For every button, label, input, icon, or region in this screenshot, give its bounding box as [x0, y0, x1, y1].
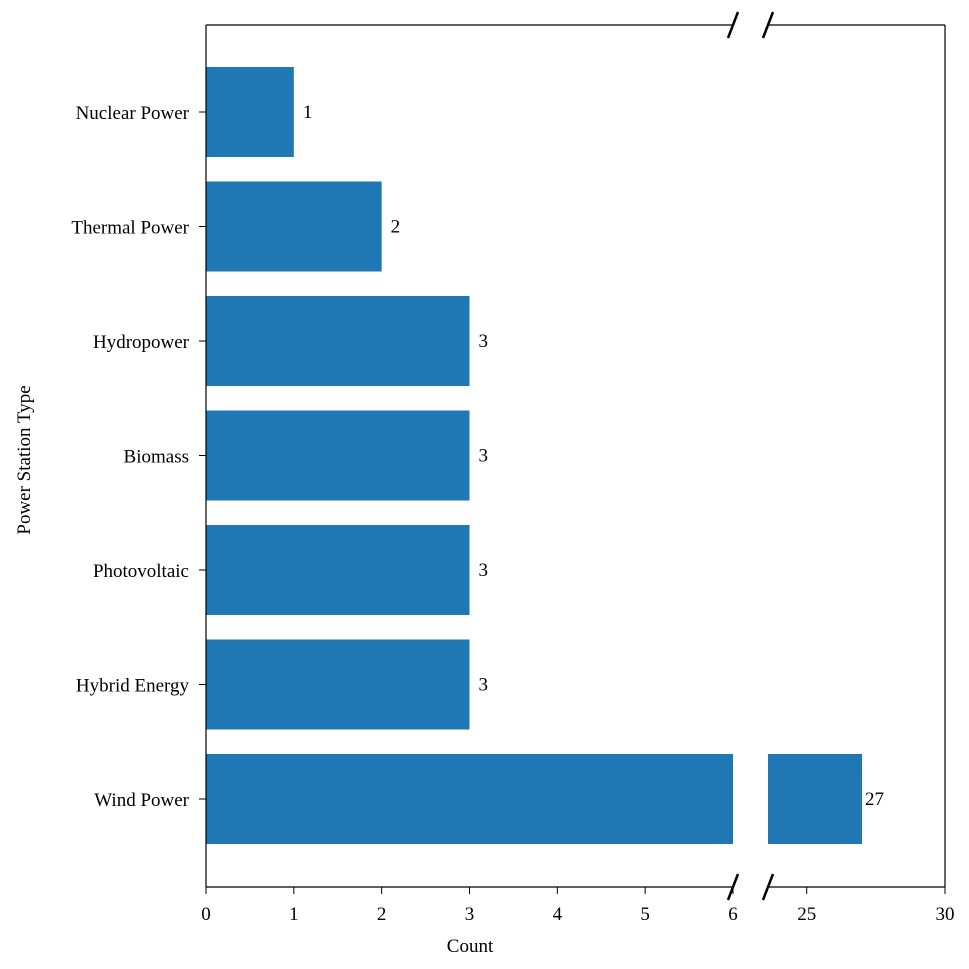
data-label: 3 [479, 331, 489, 352]
x-tick-label: 25 [797, 904, 816, 925]
bar-segment-right [768, 754, 863, 844]
x-tick-label: 30 [936, 904, 955, 925]
data-label: 3 [479, 560, 489, 581]
x-tick-label: 4 [553, 904, 563, 925]
axis-break-mark [726, 873, 740, 901]
category-label: Hydropower [93, 332, 190, 353]
category-label: Wind Power [94, 790, 189, 811]
axis-break-mark [761, 873, 775, 901]
bar-segment-left [206, 754, 733, 844]
bar [206, 525, 470, 615]
x-axis-title: Count [447, 936, 494, 957]
bar [206, 639, 470, 730]
category-label: Biomass [124, 447, 189, 468]
data-label: 27 [865, 789, 884, 810]
bar [206, 67, 294, 157]
axis-break-mark [726, 11, 740, 39]
x-tick-label: 6 [728, 904, 738, 925]
category-label: Hybrid Energy [76, 676, 190, 697]
axis-break-mark [761, 11, 775, 39]
bar [206, 410, 470, 501]
x-tick-label: 5 [640, 904, 650, 925]
x-tick-label: 0 [201, 904, 211, 925]
data-label: 2 [391, 217, 401, 238]
y-axis-title: Power Station Type [14, 385, 35, 534]
bar [206, 296, 470, 386]
data-label: 3 [479, 446, 489, 467]
data-label: 1 [303, 102, 313, 123]
x-tick-label: 2 [377, 904, 387, 925]
category-label: Photovoltaic [93, 561, 189, 582]
data-label: 3 [479, 675, 489, 696]
category-label: Thermal Power [71, 218, 189, 239]
category-label: Nuclear Power [76, 103, 190, 124]
x-tick-label: 1 [289, 904, 299, 925]
x-tick-label: 3 [465, 904, 475, 925]
bar [206, 181, 382, 272]
